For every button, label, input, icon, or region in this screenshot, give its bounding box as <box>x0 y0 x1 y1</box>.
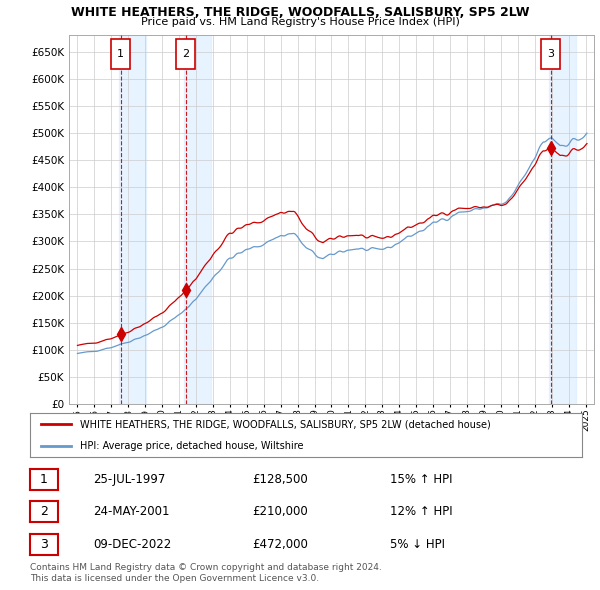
Text: 25-JUL-1997: 25-JUL-1997 <box>93 473 166 486</box>
FancyBboxPatch shape <box>176 39 195 68</box>
Text: 24-MAY-2001: 24-MAY-2001 <box>93 505 170 519</box>
Text: 09-DEC-2022: 09-DEC-2022 <box>93 537 171 551</box>
Text: 2: 2 <box>40 505 48 519</box>
Text: 5% ↓ HPI: 5% ↓ HPI <box>390 537 445 551</box>
Bar <box>549 35 576 404</box>
Text: 3: 3 <box>40 537 48 551</box>
Text: 12% ↑ HPI: 12% ↑ HPI <box>390 505 452 519</box>
Text: WHITE HEATHERS, THE RIDGE, WOODFALLS, SALISBURY, SP5 2LW: WHITE HEATHERS, THE RIDGE, WOODFALLS, SA… <box>71 6 529 19</box>
Bar <box>184 35 211 404</box>
Text: £472,000: £472,000 <box>252 537 308 551</box>
Text: £128,500: £128,500 <box>252 473 308 486</box>
Bar <box>119 35 146 404</box>
Text: 1: 1 <box>118 49 124 59</box>
Text: HPI: Average price, detached house, Wiltshire: HPI: Average price, detached house, Wilt… <box>80 441 303 451</box>
Text: Contains HM Land Registry data © Crown copyright and database right 2024.
This d: Contains HM Land Registry data © Crown c… <box>30 563 382 583</box>
Text: 1: 1 <box>40 473 48 486</box>
FancyBboxPatch shape <box>112 39 130 68</box>
FancyBboxPatch shape <box>541 39 560 68</box>
Text: 2: 2 <box>182 49 189 59</box>
Text: 15% ↑ HPI: 15% ↑ HPI <box>390 473 452 486</box>
Text: Price paid vs. HM Land Registry's House Price Index (HPI): Price paid vs. HM Land Registry's House … <box>140 17 460 27</box>
Text: 3: 3 <box>547 49 554 59</box>
Text: WHITE HEATHERS, THE RIDGE, WOODFALLS, SALISBURY, SP5 2LW (detached house): WHITE HEATHERS, THE RIDGE, WOODFALLS, SA… <box>80 419 490 429</box>
Text: £210,000: £210,000 <box>252 505 308 519</box>
